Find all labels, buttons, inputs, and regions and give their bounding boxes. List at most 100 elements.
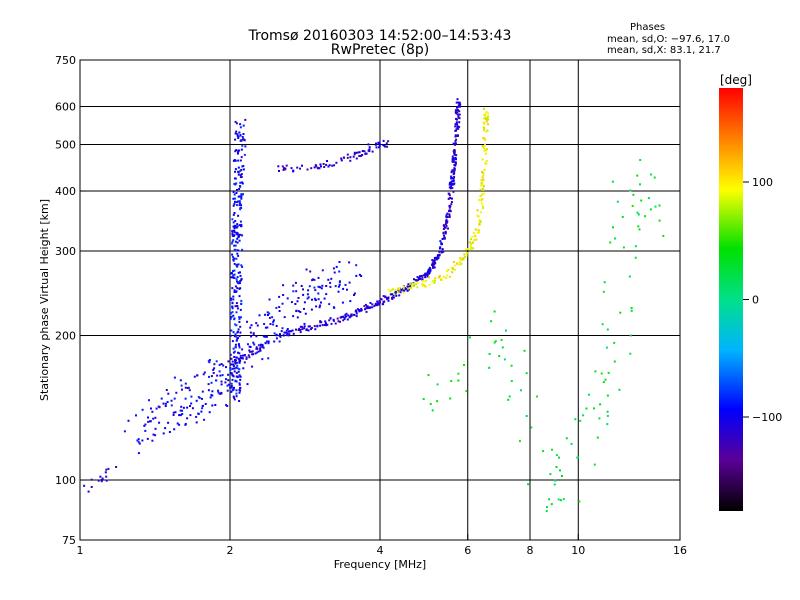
echo-point bbox=[327, 278, 330, 281]
echo-point bbox=[266, 340, 268, 343]
echo-point bbox=[303, 325, 306, 328]
echo-point bbox=[387, 140, 390, 143]
echo-point bbox=[231, 218, 234, 221]
echo-point bbox=[481, 187, 484, 190]
echo-point bbox=[173, 428, 176, 431]
echo-point bbox=[227, 379, 230, 382]
echo-point bbox=[104, 471, 107, 474]
echo-point bbox=[377, 303, 380, 306]
echo-point bbox=[278, 310, 281, 312]
echo-point bbox=[447, 197, 450, 200]
echo-point bbox=[233, 335, 236, 338]
echo-point bbox=[488, 366, 491, 369]
echo-point bbox=[436, 383, 439, 386]
echo-point bbox=[241, 354, 244, 357]
echo-point bbox=[457, 372, 460, 375]
echo-point bbox=[616, 200, 619, 203]
echo-point bbox=[267, 357, 270, 360]
echo-point bbox=[218, 363, 221, 366]
echo-point bbox=[226, 389, 229, 392]
echo-point bbox=[141, 439, 144, 442]
echo-point bbox=[446, 220, 449, 223]
echo-point bbox=[452, 142, 455, 145]
echo-point bbox=[482, 179, 485, 182]
echo-point bbox=[239, 123, 242, 126]
echo-point bbox=[302, 288, 304, 291]
echo-point bbox=[482, 174, 485, 177]
axes: 1 2 4 6 8 10 16 75 100 200 300 400 500 600 750 bbox=[55, 54, 687, 557]
echo-point bbox=[288, 330, 291, 333]
echo-point bbox=[231, 374, 234, 377]
echo-point bbox=[353, 292, 356, 295]
echo-point bbox=[485, 160, 488, 163]
echo-point bbox=[97, 479, 100, 482]
echo-point bbox=[338, 261, 341, 263]
echo-point bbox=[448, 183, 451, 186]
echo-point bbox=[236, 237, 239, 240]
echo-point bbox=[231, 240, 234, 243]
echo-point bbox=[441, 243, 443, 246]
echo-point bbox=[233, 317, 236, 320]
echo-point bbox=[505, 329, 507, 332]
echo-point bbox=[546, 506, 548, 509]
echo-point bbox=[410, 287, 412, 290]
echo-point bbox=[234, 346, 237, 348]
echo-point bbox=[230, 312, 232, 315]
echo-point bbox=[456, 109, 459, 111]
echo-point bbox=[457, 127, 460, 130]
echo-point bbox=[550, 503, 553, 506]
echo-point bbox=[311, 298, 313, 301]
echo-point bbox=[214, 404, 217, 406]
echo-point bbox=[231, 311, 234, 314]
y-tick-label: 500 bbox=[55, 139, 76, 152]
echo-point bbox=[237, 151, 240, 154]
echo-point bbox=[240, 156, 243, 159]
echo-point bbox=[454, 162, 457, 165]
echo-point bbox=[476, 231, 479, 234]
echo-point bbox=[483, 192, 486, 195]
echo-point bbox=[639, 183, 641, 186]
echo-point bbox=[301, 164, 303, 167]
echo-point bbox=[221, 374, 224, 377]
echo-point bbox=[367, 143, 370, 146]
echo-point bbox=[235, 226, 238, 229]
echo-point bbox=[226, 384, 229, 387]
echo-point bbox=[391, 288, 394, 291]
echo-point bbox=[264, 341, 267, 344]
echo-point bbox=[237, 170, 240, 173]
echo-point bbox=[382, 295, 385, 298]
x-tick-label: 2 bbox=[227, 544, 234, 557]
echo-point bbox=[239, 181, 242, 184]
echo-point bbox=[443, 234, 445, 237]
echo-point bbox=[299, 329, 302, 332]
echo-point bbox=[302, 293, 305, 296]
echo-point bbox=[560, 475, 563, 477]
echo-point bbox=[465, 390, 468, 393]
echo-point bbox=[636, 174, 639, 177]
echo-point bbox=[267, 342, 270, 345]
echo-point bbox=[238, 374, 241, 377]
echo-point bbox=[632, 193, 635, 196]
echo-point bbox=[455, 122, 458, 125]
echo-point bbox=[255, 346, 258, 349]
echo-point bbox=[631, 205, 634, 207]
echo-point bbox=[236, 241, 239, 244]
echo-point bbox=[275, 334, 278, 337]
echo-point bbox=[278, 340, 281, 343]
echo-point bbox=[229, 317, 232, 320]
echo-point bbox=[248, 349, 251, 352]
echo-point bbox=[235, 324, 238, 327]
echo-point bbox=[339, 316, 342, 319]
echo-point bbox=[232, 274, 235, 277]
y-tick-label: 75 bbox=[62, 534, 76, 547]
echo-point bbox=[483, 185, 485, 188]
echo-point bbox=[200, 410, 203, 413]
echo-point bbox=[127, 419, 130, 422]
echo-point bbox=[454, 142, 457, 145]
echo-point bbox=[152, 417, 155, 420]
echo-point bbox=[466, 248, 469, 250]
echo-point bbox=[196, 374, 199, 377]
echo-point bbox=[237, 328, 240, 331]
echo-point bbox=[235, 356, 238, 359]
echo-point bbox=[377, 302, 380, 305]
